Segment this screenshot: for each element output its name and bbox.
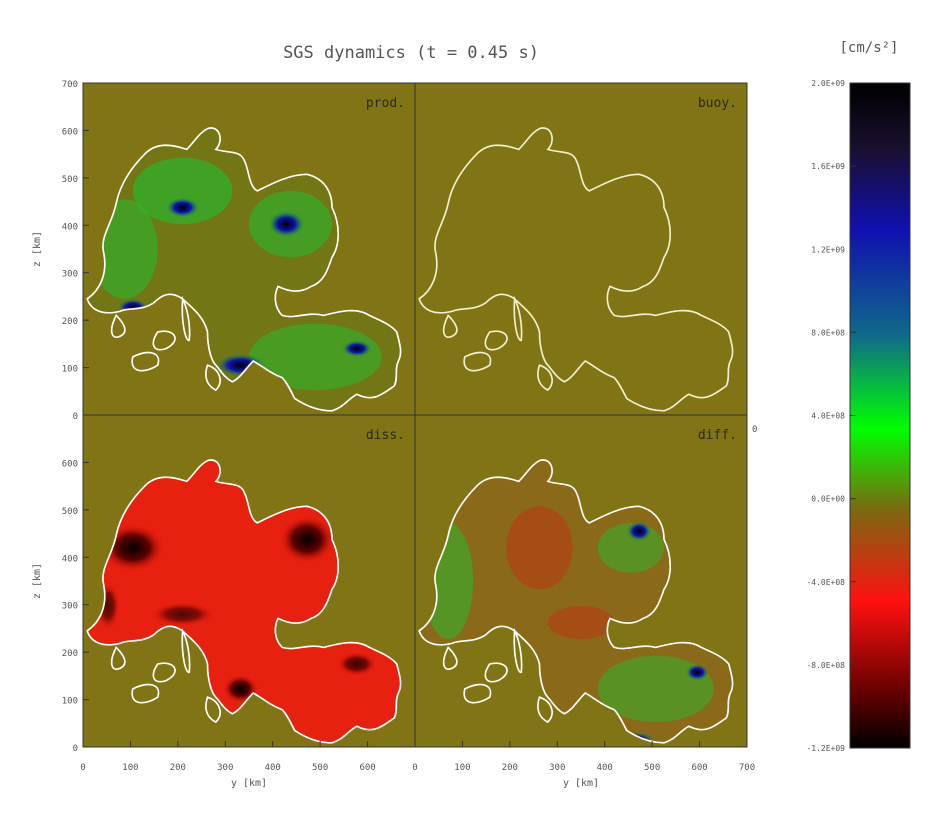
colorbar-tick-label: -1.2E+09 xyxy=(806,744,845,753)
x-tick-label: 100 xyxy=(122,763,138,773)
panel-diff: diff. xyxy=(415,415,747,747)
y-tick-label: 200 xyxy=(62,317,78,327)
colorbar-tick-label: -8.0E+08 xyxy=(806,661,845,670)
panel-label-diff: diff. xyxy=(698,428,737,443)
x-tick-label: 200 xyxy=(170,763,186,773)
y-tick-label: 100 xyxy=(62,697,78,707)
y-tick-label: 400 xyxy=(62,554,78,564)
y-tick-label: 600 xyxy=(62,127,78,137)
panel-label-buoy: buoy. xyxy=(698,96,737,111)
colorbar-tick-label: 8.0E+08 xyxy=(811,328,845,337)
panel-buoy: buoy. xyxy=(415,83,747,415)
x-tick-label: 700 xyxy=(739,763,755,773)
y-tick-label: 0 xyxy=(73,744,78,754)
colorbar-tick-label: 2.0E+09 xyxy=(811,79,845,88)
x-tick-label: 600 xyxy=(691,763,707,773)
y-tick-label: 600 xyxy=(62,459,78,469)
x-axis-label-right: y [km] xyxy=(563,778,599,789)
colorbar-unit: [cm/s²] xyxy=(839,40,898,56)
x-tick-label: 400 xyxy=(265,763,281,773)
y-tick-label: 100 xyxy=(62,365,78,375)
y-tick-label: 500 xyxy=(62,175,78,185)
y-axis-label-bottom: z [km] xyxy=(32,563,43,599)
y-tick-label: 400 xyxy=(62,222,78,232)
y-tick-label: 300 xyxy=(62,270,78,280)
panel-prod: prod. xyxy=(83,83,415,415)
colorbar xyxy=(849,82,911,749)
figure-title: SGS dynamics (t = 0.45 s) xyxy=(283,43,539,63)
panel-label-diss: diss. xyxy=(366,428,405,443)
x-tick-label: 0 xyxy=(80,763,85,773)
right-edge-tick: 0 xyxy=(752,425,757,435)
y-tick-label: 300 xyxy=(62,602,78,612)
x-tick-label: 500 xyxy=(644,763,660,773)
y-tick-label: 500 xyxy=(62,507,78,517)
y-tick-label: 0 xyxy=(73,412,78,422)
panel-diss: diss. xyxy=(83,415,415,747)
colorbar-tick-label: 1.6E+09 xyxy=(811,162,845,171)
x-tick-label: 500 xyxy=(312,763,328,773)
x-tick-label: 0 xyxy=(412,763,417,773)
y-tick-label: 700 xyxy=(62,80,78,90)
x-tick-label: 300 xyxy=(217,763,233,773)
x-tick-label: 600 xyxy=(359,763,375,773)
colorbar-tick-label: 0.0E+00 xyxy=(811,495,845,504)
y-axis-label-top: z [km] xyxy=(32,231,43,267)
colorbar-ticks: 2.0E+09 1.6E+09 1.2E+09 8.0E+08 4.0E+08 0.0E+… xyxy=(806,79,856,753)
x-tick-label: 200 xyxy=(502,763,518,773)
panel-label-prod: prod. xyxy=(366,96,405,111)
x-tick-label: 400 xyxy=(597,763,613,773)
axis-ticks: 0 100 200 300 400 500 600 0 100 200 300 400 500 600 70… xyxy=(62,80,755,773)
y-tick-label: 200 xyxy=(62,649,78,659)
colorbar-tick-label: 1.2E+09 xyxy=(811,245,845,254)
colorbar-tick-label: -4.0E+08 xyxy=(806,578,845,587)
x-axis-label-left: y [km] xyxy=(231,778,267,789)
x-tick-label: 100 xyxy=(454,763,470,773)
colorbar-tick-label: 4.0E+08 xyxy=(811,412,845,421)
x-tick-label: 300 xyxy=(549,763,565,773)
